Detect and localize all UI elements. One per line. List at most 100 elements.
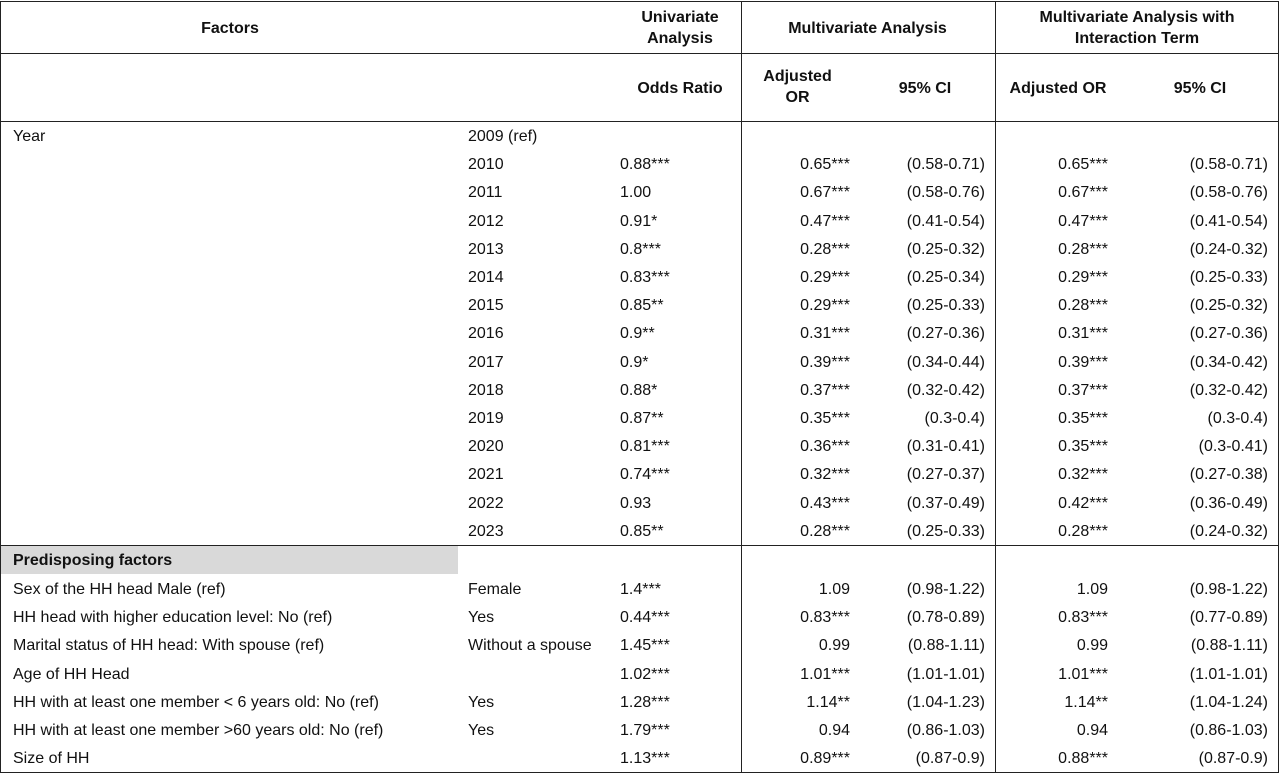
ci-cell: (0.88-1.11): [907, 637, 985, 655]
adjusted-or-interaction-cell: 0.67***: [1058, 184, 1108, 202]
adjusted-or-cell: 1.09: [818, 581, 850, 598]
row-level: 2010: [468, 156, 504, 174]
ci-cell: (0.58-0.76): [906, 184, 985, 202]
ci-interaction-cell: (0.25-0.32): [1189, 297, 1268, 315]
ci-interaction-cell: (0.36-0.49): [1189, 494, 1268, 512]
odds-ratio-cell: 1.4***: [620, 581, 661, 598]
ci-cell: (0.87-0.9): [915, 750, 985, 768]
adjusted-or-interaction-cell: 0.65***: [1058, 156, 1108, 174]
adjusted-or-cell: 0.29***: [800, 297, 850, 315]
header-bottom-rule: [0, 121, 1279, 122]
ci-interaction-cell: (0.3-0.41): [1198, 438, 1268, 456]
ci-cell: (0.34-0.44): [906, 353, 985, 371]
section-rule: [0, 545, 1279, 546]
row-level: Female: [468, 581, 522, 598]
odds-ratio-cell: 0.9**: [620, 325, 655, 343]
ci-interaction-cell: (0.88-1.11): [1190, 637, 1268, 655]
adjusted-or-interaction-cell: 0.99: [1076, 637, 1108, 655]
ci-cell: (0.86-1.03): [906, 722, 985, 739]
odds-ratio-cell: 1.45***: [620, 637, 670, 655]
ci-interaction-cell: (0.86-1.03): [1189, 722, 1268, 739]
odds-ratio-cell: 0.83***: [620, 269, 670, 286]
ci-interaction-cell: (0.98-1.22): [1189, 581, 1268, 598]
row-level: 2013: [468, 240, 504, 258]
row-level: 2022: [468, 494, 504, 512]
row-level: 2019: [468, 410, 504, 427]
row-level: 2011: [468, 184, 503, 202]
ci-cell: (0.3-0.4): [924, 410, 985, 427]
odds-ratio-cell: 0.87**: [620, 410, 664, 427]
section-title: Predisposing factors: [13, 552, 173, 569]
ci-interaction-cell: (0.3-0.4): [1207, 410, 1268, 427]
factor-label: Age of HH Head: [13, 665, 130, 683]
adjusted-or-cell: 0.28***: [800, 240, 850, 258]
ci-cell: (1.01-1.01): [906, 665, 985, 683]
adjusted-or-cell: 0.31***: [800, 325, 850, 343]
adjusted-or-interaction-cell: 1.09: [1076, 581, 1108, 598]
odds-ratio-cell: 1.00: [620, 184, 652, 202]
adjusted-or-interaction-cell: 1.01***: [1058, 665, 1108, 683]
header-95ci-interaction: 95% CI: [1173, 80, 1227, 97]
odds-ratio-cell: 1.13***: [620, 750, 670, 768]
row-level: 2018: [468, 381, 504, 399]
ci-interaction-cell: (0.24-0.32): [1189, 240, 1268, 258]
adjusted-or-interaction-cell: 0.39***: [1058, 353, 1108, 371]
factor-label: HH head with higher education level: No …: [13, 609, 333, 627]
factor-label-year: Year: [13, 128, 46, 145]
ci-interaction-cell: (0.32-0.42): [1189, 381, 1268, 399]
odds-ratio-cell: 0.44***: [620, 609, 670, 627]
adjusted-or-cell: 0.35***: [800, 410, 850, 427]
bottom-rule: [0, 772, 1279, 773]
adjusted-or-interaction-cell: 0.88***: [1058, 750, 1108, 768]
ci-interaction-cell: (0.27-0.36): [1189, 325, 1268, 343]
ci-interaction-cell: (0.58-0.71): [1189, 156, 1268, 174]
row-level: 2015: [468, 297, 504, 315]
ci-cell: (0.27-0.37): [906, 466, 985, 484]
adjusted-or-cell: 1.01***: [800, 665, 850, 683]
col-rule-left: [0, 1, 1, 773]
header-factors: Factors: [201, 20, 259, 37]
row-level: 2009 (ref): [468, 128, 538, 145]
adjusted-or-cell: 0.94: [818, 722, 850, 739]
adjusted-or-interaction-cell: 0.32***: [1058, 466, 1108, 484]
adjusted-or-cell: 0.39***: [800, 353, 850, 371]
row-level: Yes: [468, 693, 495, 711]
odds-ratio-cell: 0.85**: [620, 297, 664, 315]
adjusted-or-interaction-cell: 0.31***: [1058, 325, 1108, 343]
ci-interaction-cell: (0.58-0.76): [1189, 184, 1268, 202]
adjusted-or-cell: 0.89***: [800, 750, 850, 768]
col-rule-multivariate: [995, 1, 996, 773]
ci-cell: (0.27-0.36): [906, 325, 985, 343]
adjusted-or-interaction-cell: 0.42***: [1058, 494, 1108, 512]
factor-label: Size of HH: [13, 750, 90, 768]
adjusted-or-interaction-cell: 0.28***: [1058, 522, 1108, 540]
header-mid-rule: [0, 53, 1279, 54]
header-95ci: 95% CI: [898, 80, 952, 97]
ci-interaction-cell: (0.27-0.38): [1189, 466, 1268, 484]
top-rule: [0, 1, 1279, 2]
odds-ratio-cell: 0.88***: [620, 156, 670, 174]
ci-cell: (0.41-0.54): [906, 212, 985, 230]
ci-interaction-cell: (1.01-1.01): [1189, 665, 1268, 683]
adjusted-or-cell: 0.43***: [800, 494, 850, 512]
adjusted-or-cell: 0.29***: [800, 269, 850, 286]
adjusted-or-cell: 0.67***: [800, 184, 850, 202]
row-level: Yes: [468, 609, 495, 627]
header-univariate: Univariate Analysis: [641, 9, 719, 47]
adjusted-or-cell: 0.65***: [800, 156, 850, 174]
ci-interaction-cell: (0.87-0.9): [1198, 750, 1268, 768]
adjusted-or-interaction-cell: 1.14**: [1064, 693, 1108, 711]
ci-cell: (0.98-1.22): [906, 581, 985, 598]
adjusted-or-cell: 0.99: [818, 637, 850, 655]
adjusted-or-cell: 1.14**: [806, 693, 850, 711]
header-odds-ratio: Odds Ratio: [637, 80, 723, 97]
row-level: Yes: [468, 722, 495, 739]
header-adjusted-or-interaction: Adjusted OR: [1009, 80, 1107, 97]
ci-interaction-cell: (0.77-0.89): [1189, 609, 1268, 627]
col-rule-univariate: [741, 1, 742, 773]
ci-cell: (0.78-0.89): [906, 609, 985, 627]
factor-label: Sex of the HH head Male (ref): [13, 581, 226, 598]
ci-interaction-cell: (1.04-1.24): [1189, 693, 1268, 711]
adjusted-or-interaction-cell: 0.35***: [1058, 410, 1108, 427]
adjusted-or-cell: 0.47***: [800, 212, 850, 230]
